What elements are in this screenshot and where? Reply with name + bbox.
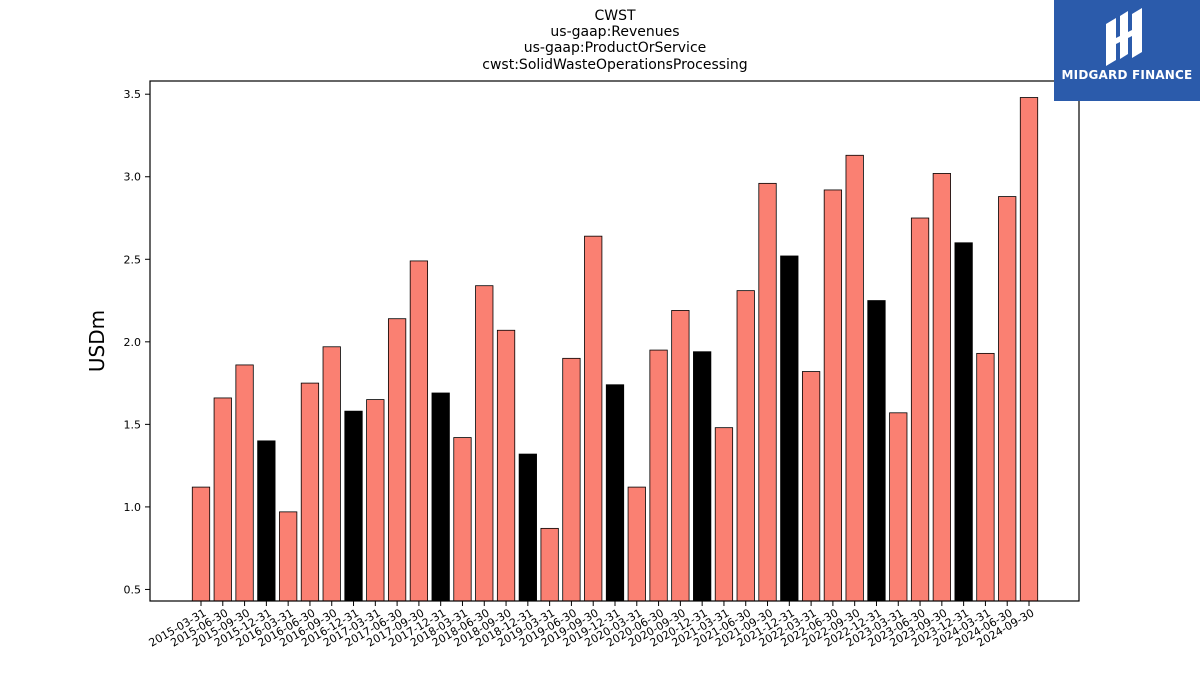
midgard-finance-logo: MIDGARD FINANCE (1054, 0, 1200, 101)
x-axis: 2015-03-312015-06-302015-09-302015-12-31… (147, 601, 1037, 650)
bar-2024-06-30 (998, 196, 1017, 602)
bar-2018-09-30 (496, 329, 516, 602)
bar-2015-06-30 (213, 397, 232, 602)
y-tick-label: 3.5 (124, 88, 142, 101)
bar-2023-09-30 (932, 173, 951, 602)
bar-2019-09-30 (584, 235, 603, 602)
y-axis-label: USDm (85, 310, 109, 372)
bar-2016-12-31 (344, 410, 363, 602)
bar-2021-09-30 (758, 182, 777, 602)
title-line-2: us-gaap:Revenues (550, 24, 679, 40)
y-tick-label: 0.5 (124, 583, 142, 596)
bar-2016-06-30 (300, 382, 320, 602)
bar-2016-09-30 (322, 346, 341, 602)
bar-2018-06-30 (475, 285, 494, 602)
bar-2021-12-31 (780, 255, 799, 602)
bar-2022-06-30 (823, 189, 843, 602)
bar-2018-12-31 (518, 453, 537, 602)
y-tick-label: 3.0 (124, 171, 142, 184)
bar-2024-03-31 (976, 352, 995, 602)
bar-2020-12-31 (693, 351, 712, 602)
bar-2015-09-30 (235, 364, 254, 602)
bar-2022-03-31 (801, 371, 821, 602)
bar-2017-09-30 (409, 260, 429, 602)
bar-2015-03-31 (191, 486, 211, 602)
bar-2016-03-31 (279, 511, 298, 602)
y-tick-label: 2.5 (124, 253, 142, 266)
bar-2020-06-30 (649, 349, 668, 602)
bar-2020-03-31 (627, 486, 646, 602)
bar-2017-12-31 (431, 392, 450, 602)
bar-2019-06-30 (562, 357, 581, 602)
chart-title: CWST us-gaap:Revenues us-gaap:ProductOrS… (482, 8, 747, 73)
bar-2022-09-30 (845, 154, 864, 602)
bar-2019-03-31 (540, 527, 559, 602)
title-line-1: CWST (594, 8, 636, 24)
bar-2023-12-31 (954, 242, 973, 602)
bar-2020-09-30 (671, 310, 690, 602)
bar-2019-12-31 (605, 384, 625, 602)
bar-2021-03-31 (714, 427, 734, 602)
bar-2018-03-31 (453, 437, 472, 602)
logo-text: MIDGARD FINANCE (1061, 68, 1193, 82)
y-tick-label: 1.5 (124, 418, 142, 431)
bar-2022-12-31 (867, 300, 886, 602)
y-tick-label: 1.0 (124, 501, 142, 514)
title-line-4: cwst:SolidWasteOperationsProcessing (482, 57, 747, 73)
title-line-3: us-gaap:ProductOrService (524, 40, 707, 56)
bar-2023-06-30 (910, 217, 930, 602)
bar-2021-06-30 (736, 290, 755, 602)
y-tick-label: 2.0 (124, 336, 142, 349)
plot-frame (149, 80, 1080, 602)
midgard-logo-icon (1106, 8, 1142, 66)
bar-2015-12-31 (257, 440, 276, 602)
bar-2023-03-31 (889, 412, 908, 602)
bar-2017-03-31 (366, 399, 385, 602)
y-axis: 0.5 1.0 1.5 2.0 2.5 3.0 3.5 (124, 88, 150, 596)
bar-2017-06-30 (387, 318, 407, 602)
bars (191, 97, 1039, 602)
bar-2024-09-30 (1019, 97, 1039, 602)
